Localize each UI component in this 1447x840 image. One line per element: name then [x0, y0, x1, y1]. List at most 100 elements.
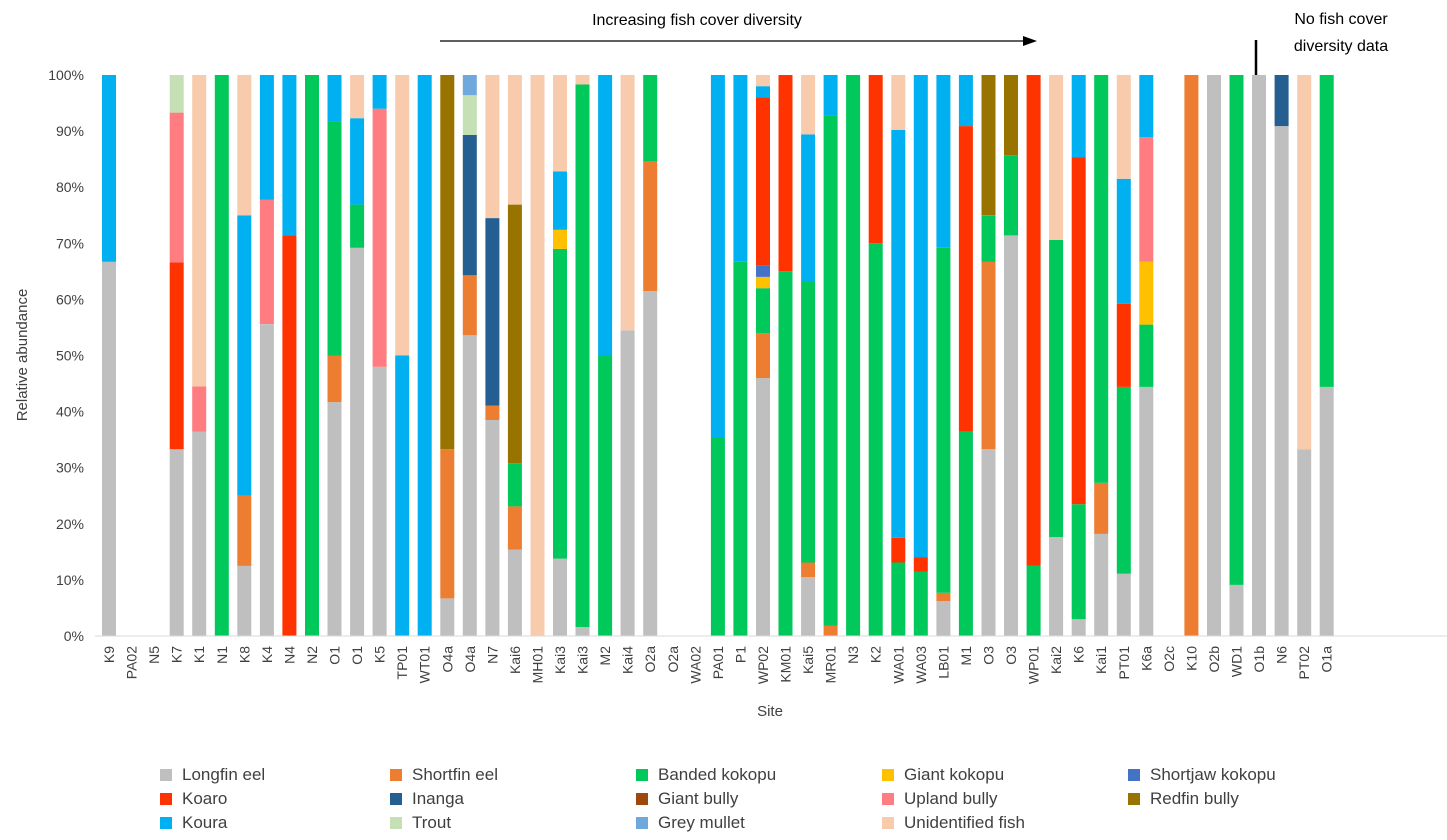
legend-swatch: [882, 793, 894, 805]
bar-segment: [936, 592, 951, 602]
bar-segment: [1004, 155, 1018, 236]
legend-item: Giant bully: [636, 788, 882, 810]
bar-segment: [1184, 75, 1199, 636]
bar-segment: [891, 537, 906, 563]
bar-segment: [507, 506, 522, 550]
y-tick-label: 80%: [56, 179, 84, 195]
x-tick-label: O1b: [1251, 646, 1267, 673]
bar-segment: [350, 75, 365, 119]
stacked-bar-chart: Increasing fish cover diversity No fish …: [14, 11, 1447, 720]
legend-swatch: [160, 793, 172, 805]
bar-segment: [327, 75, 342, 122]
bar-segment: [1049, 239, 1064, 538]
bar-segment: [395, 355, 410, 636]
legend-swatch: [160, 769, 172, 781]
bar-segment: [372, 75, 387, 109]
bar-segment: [237, 495, 252, 566]
bar-segment: [1139, 137, 1154, 262]
bar-segment: [485, 405, 500, 420]
x-tick-label: M2: [597, 646, 613, 666]
x-tick-label: K9: [101, 646, 117, 663]
bar-segment: [462, 335, 477, 636]
legend-item: Upland bully: [882, 788, 1128, 810]
bar-segment: [643, 161, 658, 291]
bar-segment: [823, 115, 838, 626]
bar-segment: [485, 75, 500, 219]
bar-segment: [440, 449, 455, 599]
x-tick-label: O1: [327, 646, 343, 665]
bar-segment: [801, 282, 816, 563]
bar-segment: [1004, 75, 1018, 156]
bar-segment: [756, 288, 770, 334]
x-tick-label: Kai3: [552, 646, 568, 674]
legend-label: Grey mullet: [658, 813, 745, 832]
y-tick-label: 40%: [56, 404, 84, 420]
legend-swatch: [390, 769, 402, 781]
legend-item: Shortjaw kokopu: [1128, 764, 1368, 786]
y-tick-label: 70%: [56, 235, 84, 251]
bar-segment: [1297, 449, 1312, 636]
legend-label: Koaro: [182, 789, 228, 808]
bar-segment: [507, 75, 522, 205]
bar-segment: [891, 130, 906, 538]
bar-segment: [1004, 235, 1018, 636]
bar-segment: [801, 134, 816, 282]
legend-swatch: [636, 793, 648, 805]
x-tick-label: N2: [304, 646, 320, 664]
x-tick-label: Kai2: [1048, 646, 1064, 674]
bar-segment: [1319, 75, 1334, 387]
bar-segment: [846, 75, 861, 636]
legend-label: Redfin bully: [1150, 789, 1239, 808]
bar-segment: [891, 75, 906, 130]
bar-segment: [756, 333, 770, 378]
bar-segment: [350, 204, 365, 248]
x-tick-label: N1: [214, 646, 230, 664]
legend-swatch: [390, 793, 402, 805]
x-tick-label: K5: [372, 646, 388, 663]
x-tick-label: K7: [169, 646, 185, 663]
bar-segment: [327, 121, 342, 356]
bar-segment: [778, 271, 793, 636]
x-tick-label: O3: [1003, 646, 1019, 665]
legend-item: Trout: [390, 812, 636, 834]
legend-item: Giant kokopu: [882, 764, 1128, 786]
legend-swatch: [1128, 769, 1140, 781]
bar-segment: [192, 431, 207, 636]
bar-segment: [440, 598, 455, 636]
x-tick-label: WA01: [890, 646, 906, 684]
y-tick-label: 30%: [56, 460, 84, 476]
x-axis-ticks: K9 PA02 N5 K7 K1 N1 K8 K4 N4 N2 O1 O1 K5 TP01 WT01 O4a O…: [101, 646, 1335, 684]
x-tick-label: WD1: [1229, 646, 1245, 677]
bar-segment: [305, 75, 319, 636]
x-tick-label: O4a: [439, 646, 455, 673]
bar-segment: [1071, 75, 1086, 158]
bar-segment: [1116, 75, 1131, 179]
x-tick-label: O1: [349, 646, 365, 665]
x-tick-label: O2c: [1161, 646, 1177, 672]
bar-segment: [1071, 157, 1086, 505]
y-tick-label: 60%: [56, 291, 84, 307]
x-tick-label: O2a: [665, 646, 681, 673]
bar-segment: [756, 86, 770, 98]
bar-segment: [643, 291, 658, 636]
bar-segment: [868, 243, 883, 637]
x-tick-label: Kai4: [620, 646, 636, 674]
legend-swatch: [636, 817, 648, 829]
legend-swatch: [390, 817, 402, 829]
bar-segment: [575, 75, 590, 85]
bar-segment: [710, 438, 725, 636]
bar-segment: [801, 75, 816, 135]
bar-segment: [102, 75, 116, 262]
bar-segment: [1094, 533, 1109, 636]
legend-label: Shortjaw kokopu: [1150, 765, 1276, 784]
x-tick-label: PT01: [1116, 646, 1132, 680]
x-tick-label: PA02: [124, 646, 140, 679]
bar-segment: [936, 601, 951, 636]
x-tick-label: K10: [1183, 646, 1199, 671]
bar-segment: [507, 463, 522, 507]
bar-segment: [507, 204, 522, 464]
legend-label: Giant kokopu: [904, 765, 1005, 784]
bar-segment: [1139, 324, 1154, 387]
legend-label: Unidentified fish: [904, 813, 1025, 832]
legend-swatch: [882, 817, 894, 829]
